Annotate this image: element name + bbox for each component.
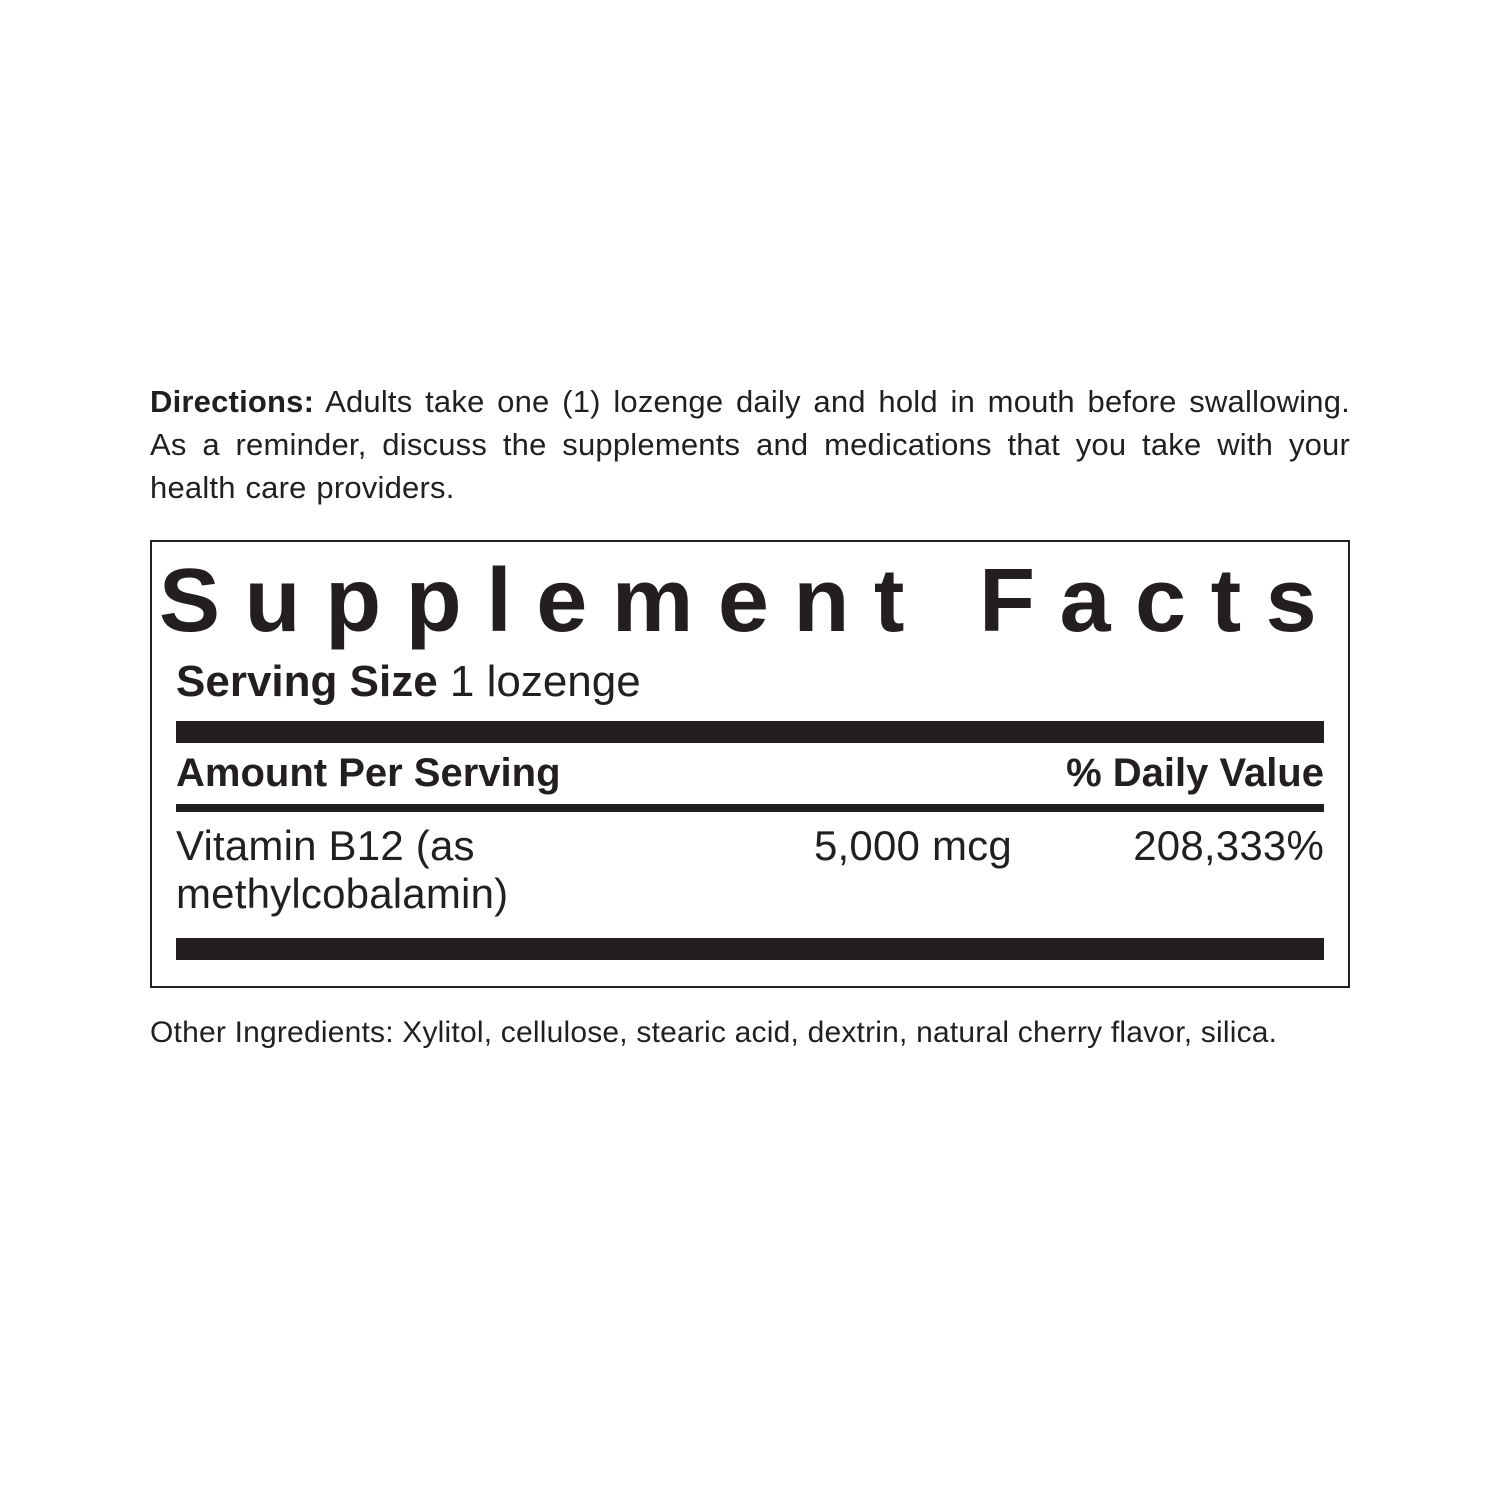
directions-text: Adults take one (1) lozenge daily and ho…: [150, 384, 1350, 505]
nutrient-amount: 5,000 mcg: [814, 822, 1074, 918]
daily-value-header: % Daily Value: [1066, 751, 1324, 796]
amount-per-serving-header: Amount Per Serving: [176, 751, 561, 796]
thin-rule: [176, 804, 1324, 812]
serving-size-line: Serving Size 1 lozenge: [152, 655, 1348, 721]
column-headers: Amount Per Serving % Daily Value: [152, 743, 1348, 804]
serving-size-label: Serving Size: [176, 657, 438, 706]
supplement-facts-panel: Supplement Facts Serving Size 1 lozenge …: [150, 540, 1350, 988]
serving-size-value: 1 lozenge: [438, 657, 641, 706]
nutrient-row: Vitamin B12 (as methylcobalamin) 5,000 m…: [152, 812, 1348, 938]
nutrient-name: Vitamin B12 (as methylcobalamin): [176, 822, 814, 918]
directions-paragraph: Directions: Adults take one (1) lozenge …: [150, 381, 1350, 509]
other-ingredients: Other Ingredients: Xylitol, cellulose, s…: [150, 1016, 1350, 1050]
panel-title: Supplement Facts: [140, 542, 1360, 655]
label-content: Directions: Adults take one (1) lozenge …: [150, 350, 1350, 1080]
panel-bottom-spacer: [152, 960, 1348, 986]
thick-rule-top: [176, 721, 1324, 743]
thick-rule-bottom: [176, 938, 1324, 960]
nutrient-dv: 208,333%: [1074, 822, 1324, 918]
directions-label: Directions:: [150, 384, 314, 419]
